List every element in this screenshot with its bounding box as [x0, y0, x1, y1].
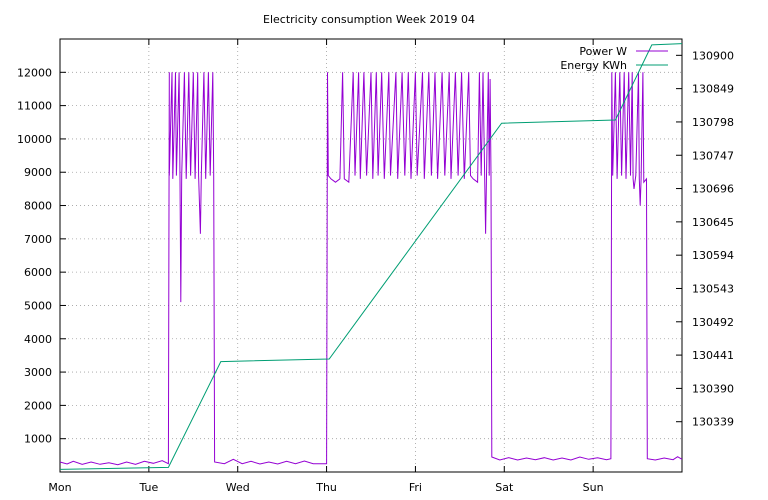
x-tick-label: Thu [315, 481, 337, 494]
y-right-tick-label: 130441 [692, 349, 734, 362]
series-layer [59, 43, 683, 470]
axes: Mon Tue Wed Thu Fri Sat Sun 1000 2000 3000 4000 500… [17, 38, 734, 494]
y-left-tick-label: 6000 [24, 266, 52, 279]
y-right-tick-label: 130543 [692, 282, 734, 295]
y-left-tick-label: 8000 [24, 200, 52, 213]
y-right-tick-label: 130696 [692, 183, 734, 196]
y-left-tick-label: 10000 [17, 133, 52, 146]
y-right-tick-label: 130492 [692, 316, 734, 329]
legend-label: Energy KWh [560, 59, 627, 72]
y-left-tick-label: 1000 [24, 433, 52, 446]
y-left-tick-label: 9000 [24, 166, 52, 179]
y-right-tick-label: 130900 [692, 49, 734, 62]
grid [60, 39, 682, 472]
series-line-energy-kwh [59, 43, 683, 470]
x-tick-label: Tue [138, 481, 158, 494]
y-right-tick-label: 130390 [692, 382, 734, 395]
y-right-tick-label: 130645 [692, 216, 734, 229]
y-right-tick-label: 130339 [692, 416, 734, 429]
y-left-tick-label: 3000 [24, 366, 52, 379]
y-right-tick-label: 130849 [692, 83, 734, 96]
y-left-tick-label: 7000 [24, 233, 52, 246]
y-left-tick-label: 2000 [24, 399, 52, 412]
y-left-tick-label: 11000 [17, 100, 52, 113]
x-tick-label: Fri [409, 481, 422, 494]
y-left-tick-label: 5000 [24, 299, 52, 312]
y-left-tick-label: 12000 [17, 66, 52, 79]
x-tick-label: Sat [495, 481, 514, 494]
y-right-tick-label: 130798 [692, 116, 734, 129]
y-left-tick-label: 4000 [24, 333, 52, 346]
plot-frame [59, 38, 683, 473]
y-right-tick-label: 130594 [692, 249, 734, 262]
chart-title: Electricity consumption Week 2019 04 [263, 13, 475, 26]
x-tick-label: Wed [226, 481, 250, 494]
x-tick-label: Mon [48, 481, 71, 494]
x-tick-label: Sun [583, 481, 604, 494]
legend-label: Power W [579, 45, 627, 58]
series-line-power-w [59, 72, 683, 466]
y-right-tick-label: 130747 [692, 149, 734, 162]
